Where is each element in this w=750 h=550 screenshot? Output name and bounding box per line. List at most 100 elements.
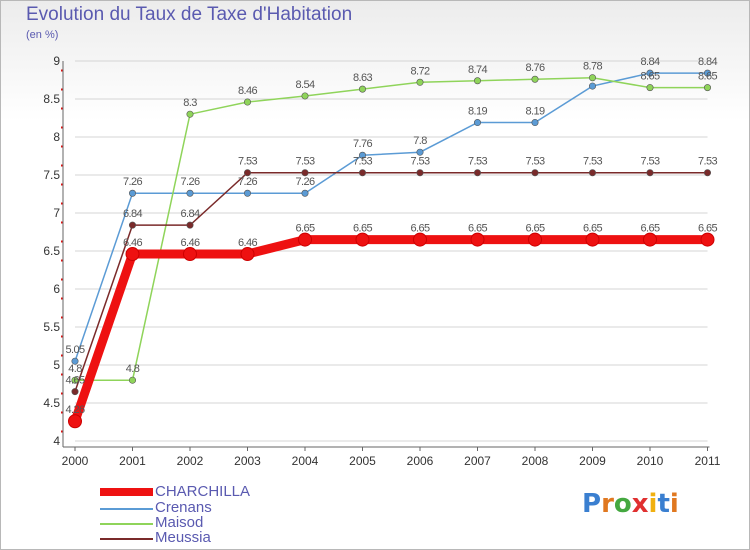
point-meussia [301, 169, 309, 177]
y-tick-label: 5 [53, 358, 60, 372]
point-charchilla [413, 232, 427, 247]
data-label-meussia: 6.84 [123, 208, 142, 220]
data-label-charchilla: 6.65 [295, 223, 314, 235]
series-line-crenans [74, 72, 708, 362]
logo-letter: o [613, 489, 632, 519]
point-crenans [473, 119, 481, 127]
logo-letter: i [648, 489, 658, 519]
y-tick-label: 4.5 [43, 396, 60, 410]
point-meussia [703, 169, 711, 177]
logo-letter: x [631, 489, 649, 519]
point-charchilla [470, 232, 485, 247]
x-tick-label: 2007 [464, 454, 491, 468]
data-label-maisod: 8.72 [410, 65, 429, 77]
point-maisod [703, 84, 711, 92]
data-label-crenans: 8.19 [468, 106, 487, 118]
x-tick-label: 2011 [695, 454, 721, 468]
data-label-charchilla: 6.46 [238, 237, 257, 249]
series-line-meussia [74, 171, 708, 392]
y-axis-unit: (en %) [26, 29, 59, 41]
point-maisod [129, 376, 137, 384]
data-label-maisod: 8.78 [583, 61, 602, 73]
logo-letter: t [657, 489, 670, 519]
point-charchilla [68, 414, 82, 429]
logo-letter: r [601, 489, 614, 519]
point-charchilla [298, 232, 312, 247]
data-label-meussia: 7.53 [583, 156, 602, 168]
legend-label-crenans: Crenans [155, 499, 212, 516]
legend-label-charchilla: CHARCHILLA [155, 483, 251, 500]
data-label-charchilla: 4.26 [65, 404, 84, 416]
legend-label-meussia: Meussia [155, 529, 211, 546]
data-label-crenans: 8.84 [640, 56, 659, 68]
series-line-charchilla [70, 235, 708, 423]
point-meussia [588, 169, 596, 177]
x-tick-label: 2010 [637, 454, 664, 468]
point-crenans [416, 148, 424, 156]
point-meussia [473, 169, 481, 177]
x-tick-label: 2001 [119, 454, 146, 468]
point-maisod [186, 110, 194, 118]
chart-title: Evolution du Taux de Taxe d'Habitation [26, 4, 353, 25]
data-label-crenans: 5.05 [65, 344, 84, 356]
point-maisod [473, 77, 481, 85]
data-label-crenans: 7.76 [353, 138, 372, 150]
data-label-meussia: 7.53 [295, 156, 314, 168]
y-tick-label: 4 [53, 434, 60, 448]
data-label-charchilla: 6.46 [123, 237, 142, 249]
data-label-maisod: 8.54 [295, 79, 314, 91]
x-tick-label: 2004 [292, 454, 319, 468]
point-maisod [244, 98, 252, 106]
data-label-crenans: 7.26 [238, 176, 257, 188]
legend-swatch-meussia [100, 538, 153, 540]
y-tick-label: 5.5 [43, 320, 60, 334]
data-label-charchilla: 6.46 [180, 237, 199, 249]
point-meussia [129, 221, 137, 229]
proxiti-logo: Proxiti [582, 489, 679, 519]
data-label-crenans: 7.26 [180, 176, 199, 188]
point-crenans [244, 189, 252, 197]
y-tick-label: 7 [53, 206, 60, 220]
point-maisod [301, 92, 309, 100]
data-label-maisod: 8.74 [468, 64, 487, 76]
point-charchilla [528, 232, 542, 247]
y-tick-label: 6 [53, 282, 60, 296]
data-label-meussia: 7.53 [525, 156, 544, 168]
data-label-maisod: 8.46 [238, 85, 257, 97]
x-tick-label: 2003 [234, 454, 261, 468]
y-tick-label: 6.5 [43, 244, 60, 258]
data-label-meussia: 7.53 [698, 156, 717, 168]
point-meussia [71, 388, 79, 396]
x-tick-label: 2006 [407, 454, 434, 468]
point-meussia [531, 169, 539, 177]
data-label-maisod: 8.65 [640, 71, 659, 83]
point-crenans [358, 151, 366, 159]
y-tick-label: 8 [53, 130, 60, 144]
x-tick-label: 2008 [522, 454, 549, 468]
point-maisod [531, 75, 539, 83]
point-charchilla [240, 247, 255, 262]
data-label-meussia: 7.53 [353, 156, 372, 168]
data-label-maisod: 8.65 [698, 71, 717, 83]
point-charchilla [183, 247, 197, 262]
data-label-charchilla: 6.65 [640, 223, 659, 235]
data-label-crenans: 8.84 [698, 56, 717, 68]
point-crenans [531, 119, 539, 127]
point-meussia [358, 169, 366, 177]
x-tick-label: 2005 [349, 454, 376, 468]
point-crenans [588, 82, 596, 90]
point-meussia [416, 169, 424, 177]
data-label-crenans: 7.8 [413, 135, 427, 147]
logo-letter: P [582, 489, 602, 519]
data-label-charchilla: 6.65 [525, 223, 544, 235]
data-label-meussia: 7.53 [640, 156, 659, 168]
point-charchilla [355, 232, 370, 247]
point-maisod [358, 85, 366, 93]
data-label-meussia: 7.53 [238, 156, 257, 168]
x-tick-label: 2009 [579, 454, 606, 468]
data-label-charchilla: 6.65 [353, 223, 372, 235]
x-tick-label: 2000 [62, 454, 89, 468]
data-label-charchilla: 6.65 [468, 223, 487, 235]
x-tick-label: 2002 [177, 454, 204, 468]
